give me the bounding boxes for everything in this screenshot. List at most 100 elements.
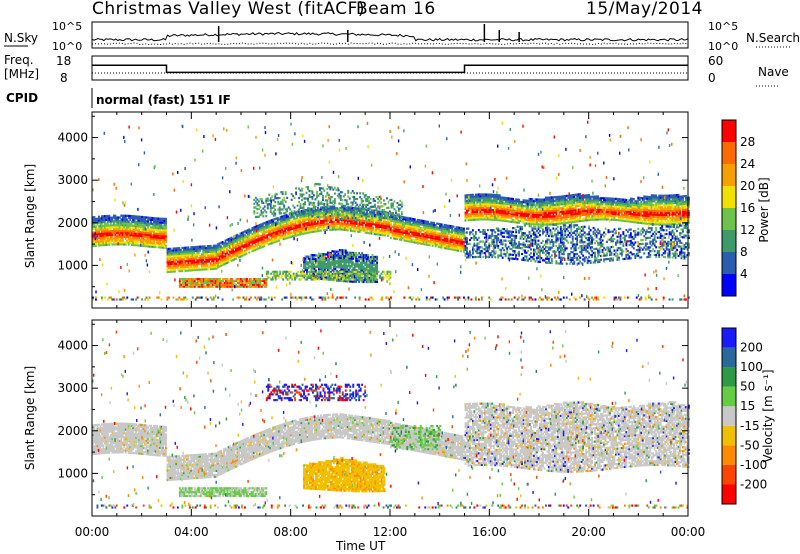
power-cell — [207, 279, 210, 283]
power-cell — [129, 222, 132, 225]
power-cell — [93, 219, 96, 223]
power-cell — [115, 224, 118, 227]
power-cell — [154, 238, 157, 241]
power-cell — [313, 269, 316, 272]
power-cell — [320, 206, 323, 209]
power-cell — [106, 222, 109, 225]
power-cell — [422, 223, 425, 226]
power-cell — [436, 235, 439, 239]
power-cell — [388, 233, 391, 236]
power-cell — [482, 216, 485, 219]
power-cell — [138, 215, 141, 218]
power-cell — [379, 212, 382, 215]
power-cell — [211, 246, 214, 249]
power-cell — [341, 274, 344, 277]
power-cell — [160, 221, 163, 224]
power-cell — [479, 218, 482, 221]
power-cell — [190, 250, 193, 253]
power-cell — [299, 202, 302, 206]
power-cell — [182, 258, 185, 261]
power-cell — [147, 230, 149, 233]
power-cell — [330, 219, 333, 222]
power-cell — [413, 218, 416, 221]
power-cell — [308, 218, 310, 221]
power-cell — [368, 200, 370, 203]
power-cell — [329, 197, 332, 200]
power-cell — [288, 236, 291, 239]
power-cell — [385, 217, 388, 220]
power-cell — [193, 281, 196, 284]
power-cell — [106, 220, 109, 223]
power-cell — [377, 205, 379, 208]
power-cell — [351, 212, 354, 215]
power-cell — [179, 256, 182, 259]
power-cell — [261, 245, 264, 248]
power-cell — [340, 277, 343, 281]
power-cell — [340, 266, 343, 269]
power-cell — [226, 246, 228, 249]
power-cell — [287, 217, 290, 220]
power-cell — [374, 257, 377, 260]
power-cell — [343, 260, 346, 264]
power-cell — [150, 222, 152, 225]
power-cell — [482, 199, 485, 202]
power-cell — [121, 216, 124, 219]
power-cell — [312, 215, 315, 218]
power-cell — [469, 207, 471, 210]
power-cell — [350, 261, 353, 264]
power-cell — [241, 233, 243, 236]
power-cell — [310, 261, 313, 264]
power-cell — [114, 224, 117, 227]
power-cell — [474, 203, 477, 206]
power-cell — [205, 258, 208, 261]
power-cell — [130, 234, 133, 237]
power-cell — [476, 193, 479, 196]
power-cell — [412, 229, 415, 232]
power-cell — [448, 243, 450, 247]
power-cell — [492, 195, 495, 198]
power-cell — [238, 279, 241, 283]
power-cell — [221, 254, 224, 257]
power-cell — [95, 240, 97, 243]
power-cell — [117, 231, 120, 234]
power-cell — [108, 237, 111, 240]
power-cell — [419, 229, 422, 232]
power-cell — [367, 277, 370, 280]
power-cell — [364, 263, 367, 266]
power-cell — [220, 285, 223, 288]
power-cell — [218, 250, 221, 253]
power-cell — [321, 212, 324, 215]
power-cell — [325, 266, 328, 269]
power-cell — [159, 229, 161, 232]
power-cell — [485, 203, 488, 206]
power-cell — [488, 218, 491, 221]
power-cell — [360, 227, 363, 230]
power-cell — [283, 204, 286, 207]
power-cell — [230, 248, 233, 251]
power-cell — [196, 255, 199, 258]
power-cell — [279, 219, 282, 222]
power-cell — [376, 272, 378, 275]
power-cell — [301, 195, 303, 198]
power-cell — [330, 205, 333, 208]
power-cell — [350, 270, 353, 273]
power-cell — [117, 220, 120, 223]
power-cell — [245, 239, 248, 242]
power-cell — [313, 254, 316, 257]
power-cell — [312, 224, 315, 228]
power-cell — [123, 243, 126, 246]
power-cell — [407, 234, 410, 237]
power-cell — [186, 281, 189, 284]
power-cell — [407, 219, 410, 222]
power-cell — [311, 215, 314, 218]
power-cell — [126, 239, 129, 242]
power-cell — [457, 228, 459, 231]
power-cell — [178, 250, 181, 254]
power-cell — [413, 220, 416, 223]
power-cell — [394, 222, 397, 225]
power-cell — [269, 207, 272, 210]
power-cell — [207, 285, 210, 288]
power-cell — [181, 252, 184, 255]
power-cell — [325, 278, 328, 281]
power-cell — [319, 262, 322, 265]
